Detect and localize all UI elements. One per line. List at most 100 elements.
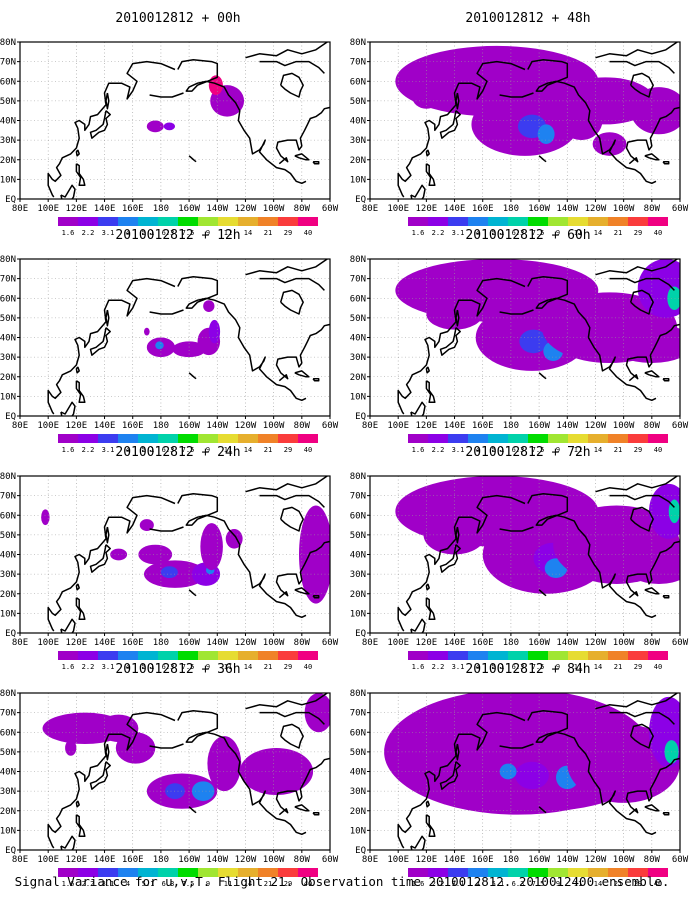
lon-tick-label: 120E	[66, 204, 88, 214]
colorbar-label: 7.5	[532, 880, 545, 888]
lon-tick-label: 100E	[37, 421, 59, 431]
lat-tick-label: EQ	[355, 629, 366, 639]
colorbar-label: 14	[244, 663, 252, 671]
variance-contour	[630, 87, 680, 135]
lon-tick-label: 80W	[294, 638, 311, 648]
lon-tick-label: 100W	[263, 204, 285, 214]
colorbar-label: 5.1	[492, 880, 505, 888]
colorbar-swatch	[428, 217, 448, 226]
colorbar-swatch	[298, 868, 318, 877]
lon-tick-label: 120E	[416, 638, 438, 648]
lon-tick-label: 60W	[672, 421, 689, 431]
colorbar-swatch	[488, 217, 508, 226]
colorbar-swatch	[198, 217, 218, 226]
lat-tick-label: 60N	[0, 511, 16, 521]
lon-tick-label: 140E	[94, 421, 116, 431]
colorbar-label: 2.2	[432, 663, 445, 671]
colorbar-label: 4	[476, 880, 480, 888]
coastlines	[397, 693, 680, 850]
colorbar-swatch	[428, 868, 448, 877]
variance-contour	[415, 728, 494, 784]
graticule	[20, 259, 330, 416]
colorbar: 1.6 2.2 3.1 4 5.1 6.3 7.5 9 11 14 21 29 40	[408, 868, 668, 888]
lat-tick-label: 80N	[350, 38, 366, 48]
lon-tick-label: 140E	[94, 204, 116, 214]
colorbar-swatch	[118, 651, 138, 660]
colorbar-label: 9	[556, 880, 560, 888]
lat-tick-label: EQ	[5, 629, 16, 639]
colorbar: 1.6 2.2 3.1 4 5.1 6.3 7.5 9 11 14 21 29 40	[408, 651, 668, 671]
colorbar-swatch	[528, 651, 548, 660]
colorbar-label: 5.1	[142, 229, 155, 237]
lat-tick-label: 30N	[0, 570, 16, 580]
lat-tick-label: 40N	[0, 117, 16, 127]
colorbar-label: 1.6	[412, 229, 425, 237]
lat-tick-label: 20N	[0, 156, 16, 166]
colorbar-label: 29	[634, 880, 642, 888]
colorbar-label: 3.1	[452, 880, 465, 888]
colorbar-swatch	[58, 217, 78, 226]
lat-tick-label: 80N	[0, 38, 16, 48]
colorbar-swatch	[628, 434, 648, 443]
lon-tick-label: 180	[153, 638, 169, 648]
lon-tick-label: 80E	[12, 421, 28, 431]
colorbar-swatch	[608, 868, 628, 877]
lon-tick-label: 60W	[322, 421, 339, 431]
lon-tick-label: 160W	[178, 204, 200, 214]
lon-tick-label: 60W	[322, 638, 339, 648]
lon-tick-label: 140E	[94, 855, 116, 865]
lat-tick-label: 40N	[350, 334, 366, 344]
lon-tick-label: 80E	[12, 855, 28, 865]
colorbar-label: 40	[304, 663, 312, 671]
map-area	[370, 259, 680, 416]
colorbar-label: 5.1	[142, 663, 155, 671]
lat-tick-label: 80N	[350, 472, 366, 482]
colorbar-label: 1.6	[62, 663, 75, 671]
colorbar-label: 21	[264, 880, 272, 888]
lon-tick-label: 160W	[528, 638, 550, 648]
variance-contour	[200, 523, 223, 571]
colorbar-label: 3.1	[102, 446, 115, 454]
colorbar-label: 14	[594, 663, 602, 671]
colorbar-label: 14	[594, 880, 602, 888]
lon-tick-label: 80E	[362, 855, 378, 865]
lat-tick-label: 70N	[350, 58, 366, 68]
coastlines	[47, 259, 330, 416]
colorbar-label: 3.1	[452, 663, 465, 671]
lon-tick-label: 140W	[556, 421, 578, 431]
colorbar-swatch	[278, 651, 298, 660]
variance-contour	[208, 319, 221, 344]
lon-tick-label: 100W	[613, 204, 635, 214]
colorbar-swatch	[508, 651, 528, 660]
colorbar: 1.6 2.2 3.1 4 5.1 6.3 7.5 9 11 14 21 29 40	[58, 651, 318, 671]
colorbar-swatch	[238, 651, 258, 660]
lat-tick-label: EQ	[5, 195, 16, 205]
lat-tick-label: 60N	[0, 294, 16, 304]
lat-tick-label: 60N	[350, 77, 366, 87]
colorbar-label: 29	[284, 880, 292, 888]
lon-tick-label: 100W	[613, 855, 635, 865]
lon-tick-label: 160W	[178, 638, 200, 648]
colorbar-swatch	[568, 217, 588, 226]
colorbar-label: 9	[206, 663, 210, 671]
lat-tick-label: 30N	[350, 136, 366, 146]
lon-tick-label: 120W	[585, 204, 607, 214]
colorbar-label: 9	[206, 446, 210, 454]
coastlines	[397, 476, 680, 633]
variance-contour	[138, 544, 173, 565]
colorbar-swatch	[528, 868, 548, 877]
colorbar-swatch	[158, 434, 178, 443]
colorbar-swatch	[158, 868, 178, 877]
lon-tick-label: 120E	[416, 855, 438, 865]
colorbar-label: 40	[654, 663, 662, 671]
lon-tick-label: 100E	[387, 638, 409, 648]
colorbar-label: 11	[574, 229, 582, 237]
colorbar-label: 3.1	[102, 229, 115, 237]
colorbar-swatch	[408, 651, 428, 660]
map-area	[20, 259, 330, 416]
lat-tick-label: 40N	[350, 551, 366, 561]
coastlines	[47, 42, 330, 199]
panel-title: 2010012812 + 36h	[115, 662, 240, 677]
colorbar-label: 11	[574, 880, 582, 888]
lat-tick-label: 70N	[350, 709, 366, 719]
